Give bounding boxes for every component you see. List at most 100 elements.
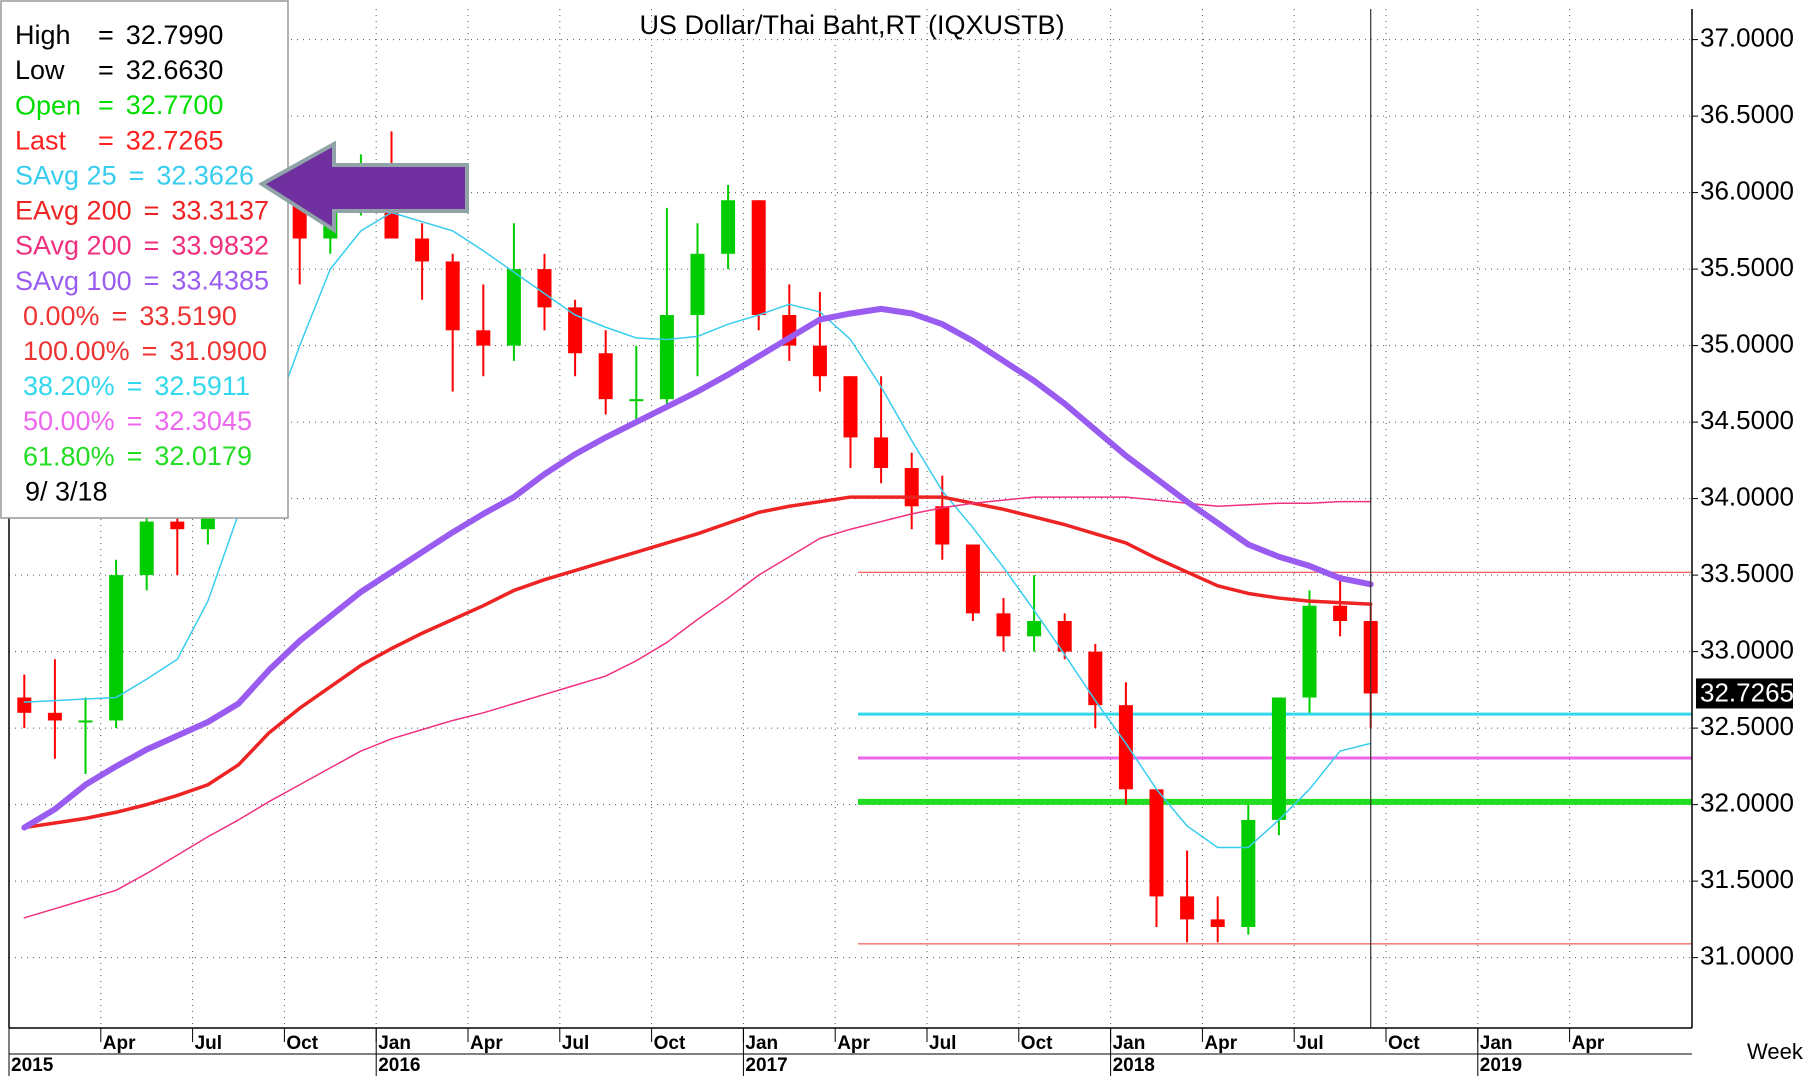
legend-name: SAvg 100 bbox=[15, 266, 132, 296]
candle-body bbox=[1149, 789, 1164, 897]
legend-value: = 32.3045 bbox=[127, 406, 252, 436]
candle-body bbox=[812, 345, 827, 377]
x-tick-label: Oct bbox=[1021, 1033, 1053, 1054]
legend-separator: = bbox=[129, 161, 145, 191]
year-tick-label: 2019 bbox=[1480, 1055, 1522, 1076]
legend-name: EAvg 200 bbox=[15, 196, 132, 226]
legend-number: 32.7990 bbox=[126, 20, 224, 50]
chart-title: US Dollar/Thai Baht,RT (IQXUSTB) bbox=[639, 10, 1064, 40]
y-tick-label: 35.0000 bbox=[1700, 328, 1794, 358]
candle-body bbox=[139, 521, 154, 576]
x-tick-label: Oct bbox=[654, 1033, 686, 1054]
legend-name: 100.00% bbox=[23, 336, 130, 366]
legend-value: = 31.0900 bbox=[142, 336, 267, 366]
candle-body bbox=[721, 200, 736, 254]
legend-number: 33.5190 bbox=[139, 301, 237, 331]
y-tick-label: 34.5000 bbox=[1700, 405, 1794, 435]
candle-body bbox=[170, 521, 185, 530]
y-tick-label: 37.0000 bbox=[1700, 22, 1794, 52]
candle-body bbox=[537, 269, 552, 308]
legend-number: 32.3626 bbox=[156, 161, 254, 191]
x-tick-label: Jul bbox=[195, 1033, 222, 1054]
year-tick-label: 2016 bbox=[378, 1055, 420, 1076]
legend-separator: = bbox=[142, 336, 158, 366]
x-tick-label: Oct bbox=[1388, 1033, 1420, 1054]
candle-body bbox=[659, 315, 674, 400]
candle-body bbox=[996, 613, 1011, 637]
year-tick-label: 2017 bbox=[745, 1055, 787, 1076]
candle-body bbox=[965, 544, 980, 614]
legend-number: 33.9832 bbox=[171, 231, 269, 261]
candle-body bbox=[1088, 651, 1103, 706]
candle-body bbox=[690, 253, 705, 316]
legend-name: 50.00% bbox=[23, 406, 115, 436]
legend-value: = 32.7265 bbox=[98, 125, 223, 155]
legend-value: = 32.6630 bbox=[98, 55, 223, 85]
x-tick-label: Apr bbox=[470, 1033, 503, 1054]
x-tick-label: Jan bbox=[745, 1033, 778, 1054]
average-line bbox=[23, 496, 1372, 919]
candle-body bbox=[935, 506, 950, 545]
legend-separator: = bbox=[127, 441, 143, 471]
legend-number: 31.0900 bbox=[169, 336, 267, 366]
legend-value: = 32.3626 bbox=[129, 161, 254, 191]
x-tick-label: Jul bbox=[929, 1033, 956, 1054]
legend-value: = 32.7700 bbox=[98, 90, 223, 120]
year-tick-label: 2015 bbox=[11, 1055, 54, 1076]
legend: High = 32.7990 Low = 32.6630 Open = 32.7700 Last =… bbox=[0, 0, 289, 519]
average-line bbox=[21, 305, 1374, 831]
legend-number: 32.5911 bbox=[154, 371, 250, 401]
x-tick-label: Apr bbox=[1204, 1033, 1237, 1054]
candle-body bbox=[1057, 621, 1072, 652]
candle-body bbox=[17, 697, 32, 713]
legend-name: SAvg 200 bbox=[15, 231, 132, 261]
candle-body bbox=[904, 468, 919, 507]
legend-number: 33.4385 bbox=[171, 266, 269, 296]
candle-body bbox=[1210, 919, 1225, 928]
x-tick-label: Jan bbox=[378, 1033, 411, 1054]
legend-separator: = bbox=[98, 90, 114, 120]
legend-value: = 32.5911 bbox=[127, 371, 250, 401]
legend-name: SAvg 25 bbox=[15, 161, 117, 191]
legend-value: = 32.0179 bbox=[127, 441, 252, 471]
candle-body bbox=[1271, 697, 1286, 820]
y-tick-label: 34.0000 bbox=[1700, 481, 1794, 511]
candle-body bbox=[874, 437, 889, 469]
x-tick-label: Apr bbox=[103, 1033, 136, 1054]
legend-name: Low bbox=[15, 55, 65, 85]
candle-body bbox=[1302, 605, 1317, 698]
average-line bbox=[22, 495, 1373, 830]
candle-body bbox=[598, 353, 613, 400]
x-tick-label: Apr bbox=[1572, 1033, 1605, 1054]
legend-name: High bbox=[15, 20, 71, 50]
legend-number: 32.0179 bbox=[154, 441, 252, 471]
year-tick-label: 2018 bbox=[1113, 1055, 1155, 1076]
legend-name: Last bbox=[15, 125, 67, 155]
x-tick-label: Jan bbox=[1480, 1033, 1513, 1054]
legend-separator: = bbox=[127, 406, 143, 436]
legend-name: 0.00% bbox=[23, 301, 100, 331]
candle-body bbox=[109, 575, 124, 721]
legend-number: 33.3137 bbox=[171, 196, 269, 226]
legend-name: 61.80% bbox=[23, 441, 115, 471]
legend-date: 9/ 3/18 bbox=[25, 476, 108, 506]
candle-body bbox=[1118, 705, 1133, 790]
legend-number: 32.7700 bbox=[126, 90, 224, 120]
y-tick-label: 36.0000 bbox=[1700, 175, 1794, 205]
candle-body bbox=[629, 399, 644, 402]
candle-body bbox=[78, 720, 93, 723]
last-price-label: 32.7265 bbox=[1700, 677, 1794, 707]
legend-value: = 33.4385 bbox=[144, 266, 269, 296]
x-tick-label: Jul bbox=[1296, 1033, 1323, 1054]
candle-body bbox=[47, 712, 62, 721]
last-price-box bbox=[1696, 678, 1793, 709]
candle-body bbox=[476, 330, 491, 346]
legend-number: 32.3045 bbox=[154, 406, 252, 436]
x-tick-label: Oct bbox=[286, 1033, 318, 1054]
legend-name: Open bbox=[15, 90, 81, 120]
candle-body bbox=[1241, 819, 1256, 928]
y-tick-label: 33.0000 bbox=[1700, 634, 1794, 664]
candle-body bbox=[843, 376, 858, 438]
